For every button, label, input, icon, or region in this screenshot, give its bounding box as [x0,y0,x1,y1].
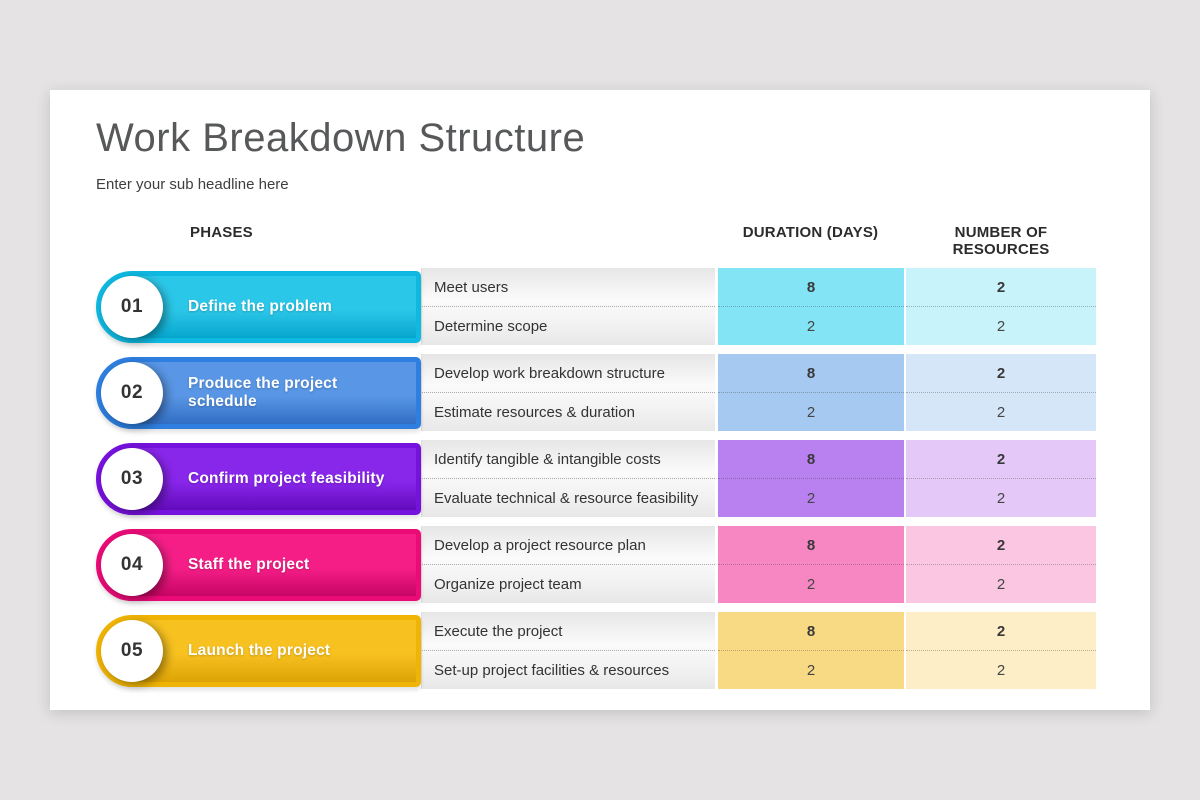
duration-cell: 8 2 [715,440,906,517]
resources-cell: 2 2 [906,354,1096,431]
phase-number: 01 [120,295,144,317]
resources-value: 2 [996,622,1006,640]
resources-value: 2 [906,650,1096,689]
task-item: Identify tangible & intangible costs [434,450,661,468]
task-item: Develop a project resource plan [434,536,646,554]
phase-number-circle: 05 [101,619,163,682]
phase-row: 01 Define the problem Meet users Determi… [96,268,1150,345]
phase-row: 03 Confirm project feasibility Identify … [96,440,1150,517]
column-header-resources: NUMBER OF RESOURCES [952,224,1050,258]
duration-value: 2 [718,478,904,517]
resources-cell: 2 2 [906,440,1096,517]
phase-pill: 05 Launch the project [96,614,421,687]
task-item: Set-up project facilities & resources [422,650,715,689]
resources-value: 2 [906,564,1096,603]
phase-label: Launch the project [188,641,331,659]
phase-pill: 03 Confirm project feasibility [96,442,421,515]
task-item: Evaluate technical & resource feasibilit… [422,478,715,517]
column-header-phases: PHASES [190,224,253,241]
duration-value: 8 [806,278,816,296]
phase-rows: 01 Define the problem Meet users Determi… [96,268,1150,689]
slide-canvas: Work Breakdown Structure Enter your sub … [50,90,1150,710]
phase-label: Staff the project [188,555,310,573]
duration-value: 8 [806,622,816,640]
column-header-duration: DURATION (DAYS) [742,224,879,241]
resources-value: 2 [996,278,1006,296]
resources-value: 2 [996,536,1006,554]
phase-pill: 01 Define the problem [96,270,421,343]
task-item: Organize project team [422,564,715,603]
phase-label: Produce the project schedule [188,374,338,410]
resources-cell: 2 2 [906,268,1096,345]
task-list: Meet users Determine scope [421,268,715,345]
task-item: Determine scope [422,306,715,345]
resources-value: 2 [906,392,1096,431]
resources-cell: 2 2 [906,526,1096,603]
phase-number: 05 [120,639,144,661]
phase-number-circle: 01 [101,275,163,338]
duration-value: 8 [806,450,816,468]
duration-cell: 8 2 [715,612,906,689]
duration-value: 2 [718,306,904,345]
task-list: Develop a project resource plan Organize… [421,526,715,603]
resources-value: 2 [906,478,1096,517]
phase-number: 03 [120,467,144,489]
phase-label: Define the problem [188,297,332,315]
task-item: Execute the project [434,622,563,640]
slide-content: Work Breakdown Structure Enter your sub … [50,90,1150,689]
phase-number-circle: 02 [101,361,163,424]
duration-cell: 8 2 [715,526,906,603]
duration-value: 2 [718,392,904,431]
phase-number-circle: 03 [101,447,163,510]
task-item: Estimate resources & duration [422,392,715,431]
phase-pill: 02 Produce the project schedule [96,356,421,429]
phase-label: Confirm project feasibility [188,469,385,487]
task-item: Meet users [434,278,509,296]
task-list: Identify tangible & intangible costs Eva… [421,440,715,517]
duration-value: 8 [806,364,816,382]
column-headers: PHASES DURATION (DAYS) NUMBER OF RESOURC… [96,224,1150,258]
resources-value: 2 [906,306,1096,345]
duration-cell: 8 2 [715,268,906,345]
duration-cell: 8 2 [715,354,906,431]
duration-value: 2 [718,650,904,689]
phase-number: 02 [120,381,144,403]
phase-row: 05 Launch the project Execute the projec… [96,612,1150,689]
duration-value: 2 [718,564,904,603]
phase-row: 02 Produce the project schedule Develop … [96,354,1150,431]
phase-row: 04 Staff the project Develop a project r… [96,526,1150,603]
resources-value: 2 [996,364,1006,382]
task-list: Execute the project Set-up project facil… [421,612,715,689]
phase-number: 04 [120,553,144,575]
slide-title: Work Breakdown Structure [96,116,586,160]
duration-value: 8 [806,536,816,554]
task-item: Develop work breakdown structure [434,364,665,382]
column-header-tasks-spacer [421,224,715,258]
task-list: Develop work breakdown structure Estimat… [421,354,715,431]
phase-number-circle: 04 [101,533,163,596]
slide-subtitle: Enter your sub headline here [96,176,289,193]
phase-pill: 04 Staff the project [96,528,421,601]
resources-value: 2 [996,450,1006,468]
resources-cell: 2 2 [906,612,1096,689]
